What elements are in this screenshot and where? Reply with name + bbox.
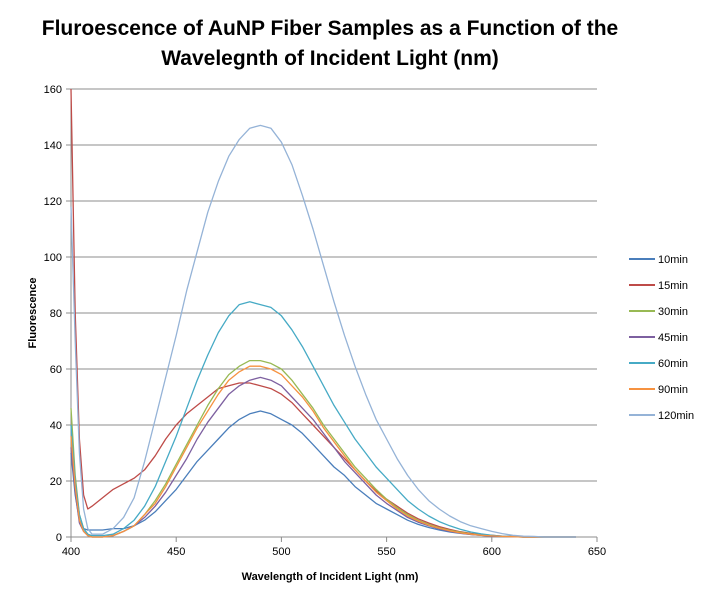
legend-label-10min: 10min [658,254,688,266]
chart-title: Fluroescence of AuNP Fiber Samples as a … [0,14,660,74]
y-tick-label: 160 [44,84,62,96]
series-line-90min [70,365,576,538]
y-tick-label: 120 [44,196,62,208]
series-line-10min [70,410,576,538]
legend-label-45min: 45min [658,332,688,344]
y-tick-label: 0 [56,532,62,544]
x-tick-label: 500 [272,546,290,558]
chart-title-line-1: Fluroescence of AuNP Fiber Samples as a … [41,17,619,40]
y-tick-label: 100 [44,252,62,264]
series-line-60min [70,301,576,538]
y-tick-label: 20 [50,476,62,488]
y-tick-label: 60 [50,364,62,376]
legend-label-120min: 120min [658,410,694,422]
x-tick-label: 650 [588,546,606,558]
x-tick-label: 400 [62,546,80,558]
x-tick-label: 450 [167,546,185,558]
y-tick-label: 40 [50,420,62,432]
y-axis-label: Fluorescence [27,278,39,349]
legend-label-30min: 30min [658,306,688,318]
y-tick-label: 140 [44,140,62,152]
legend-label-15min: 15min [658,280,688,292]
x-tick-label: 550 [377,546,395,558]
x-tick-label: 600 [483,546,501,558]
legend-label-60min: 60min [658,358,688,370]
series-line-120min [70,124,576,538]
y-tick-label: 80 [50,308,62,320]
chart-title-line-2: Wavelegnth of Incident Light (nm) [161,47,499,70]
x-axis-label: Wavelength of Incident Light (nm) [242,571,419,583]
legend-label-90min: 90min [658,384,688,396]
